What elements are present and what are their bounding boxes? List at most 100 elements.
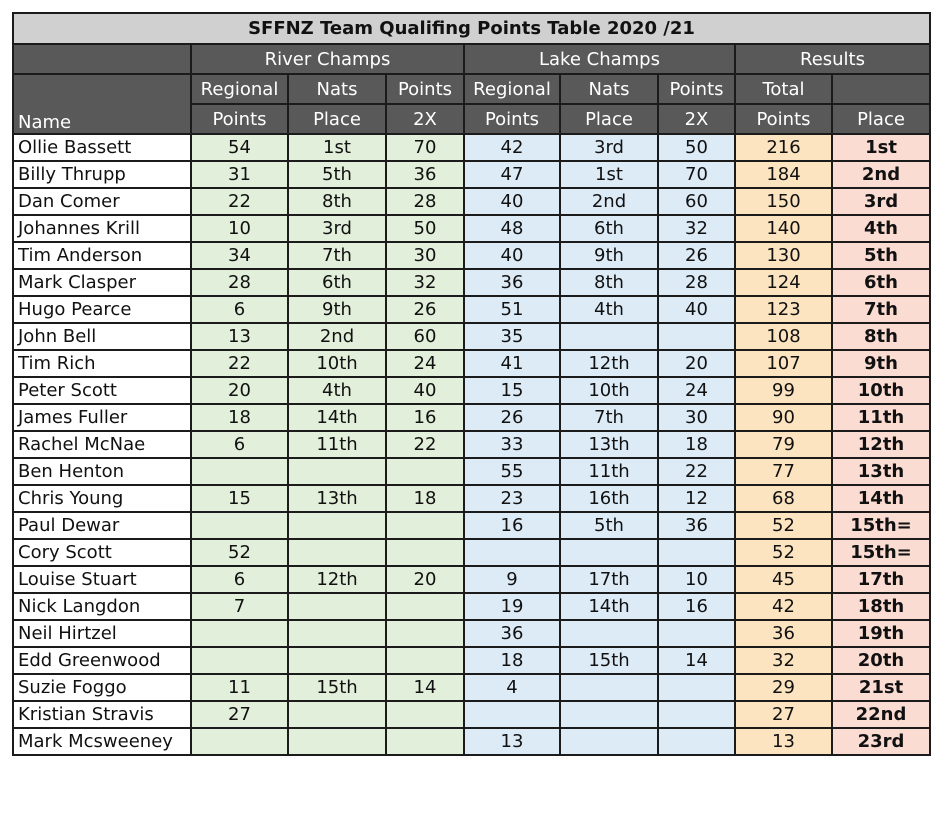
- cell-place: 18th: [831, 592, 931, 621]
- cell-river-regional-points: [190, 727, 289, 756]
- cell-river-regional-points: 27: [190, 700, 289, 729]
- cell-total-points: 68: [734, 484, 833, 513]
- cell-lake-nats-place: 1st: [559, 160, 659, 189]
- cell-river-nats-place: 10th: [287, 349, 387, 378]
- cell-river-regional-points: 11: [190, 673, 289, 702]
- cell-river-nats-place: 3rd: [287, 214, 387, 243]
- cell-river-points-2x: 22: [385, 430, 465, 459]
- cell-lake-nats-place: [559, 673, 659, 702]
- cell-place: 19th: [831, 619, 931, 648]
- cell-lake-points-2x: 16: [657, 592, 736, 621]
- cell-lake-points-2x: 22: [657, 457, 736, 486]
- cell-river-points-2x: [385, 511, 465, 540]
- cell-total-points: 52: [734, 511, 833, 540]
- cell-river-points-2x: 60: [385, 322, 465, 351]
- cell-place: 17th: [831, 565, 931, 594]
- cell-river-points-2x: [385, 619, 465, 648]
- cell-total-points: 13: [734, 727, 833, 756]
- cell-river-nats-place: [287, 619, 387, 648]
- cell-place: 15th=: [831, 511, 931, 540]
- cell-lake-regional-points: 36: [463, 619, 561, 648]
- cell-place: 15th=: [831, 538, 931, 567]
- cell-lake-regional-points: 13: [463, 727, 561, 756]
- cell-lake-regional-points: 18: [463, 646, 561, 675]
- cell-total-points: 216: [734, 133, 833, 162]
- cell-place: 7th: [831, 295, 931, 324]
- cell-lake-regional-points: 42: [463, 133, 561, 162]
- table-row: John Bell 13 2nd 60 35 108 8th: [12, 322, 931, 351]
- table-row: Billy Thrupp 31 5th 36 47 1st 70 184 2nd: [12, 160, 931, 189]
- cell-place: 1st: [831, 133, 931, 162]
- cell-lake-nats-place: 17th: [559, 565, 659, 594]
- cell-river-points-2x: 14: [385, 673, 465, 702]
- cell-river-points-2x: 20: [385, 565, 465, 594]
- cell-place: 21st: [831, 673, 931, 702]
- cell-place: 20th: [831, 646, 931, 675]
- cell-lake-regional-points: 55: [463, 457, 561, 486]
- table-row: Cory Scott 52 52 15th=: [12, 538, 931, 567]
- cell-lake-points-2x: [657, 727, 736, 756]
- cell-river-nats-place: [287, 457, 387, 486]
- column-header-river-points2x-line1: Points: [385, 73, 465, 105]
- cell-name: Peter Scott: [12, 376, 192, 405]
- cell-name: Ben Henton: [12, 457, 192, 486]
- cell-lake-nats-place: [559, 727, 659, 756]
- cell-river-nats-place: 15th: [287, 673, 387, 702]
- table-row: Peter Scott 20 4th 40 15 10th 24 99 10th: [12, 376, 931, 405]
- cell-name: Neil Hirtzel: [12, 619, 192, 648]
- cell-total-points: 184: [734, 160, 833, 189]
- cell-river-points-2x: 32: [385, 268, 465, 297]
- table-row: Nick Langdon 7 19 14th 16 42 18th: [12, 592, 931, 621]
- cell-river-points-2x: [385, 700, 465, 729]
- cell-river-regional-points: 18: [190, 403, 289, 432]
- table-row: Tim Anderson 34 7th 30 40 9th 26 130 5th: [12, 241, 931, 270]
- cell-lake-regional-points: 26: [463, 403, 561, 432]
- cell-lake-points-2x: [657, 673, 736, 702]
- column-header-name: Name: [12, 73, 192, 135]
- cell-lake-nats-place: 15th: [559, 646, 659, 675]
- column-header-total-line2: Points: [734, 103, 833, 135]
- cell-lake-regional-points: 19: [463, 592, 561, 621]
- cell-name: Paul Dewar: [12, 511, 192, 540]
- table-row: Paul Dewar 16 5th 36 52 15th=: [12, 511, 931, 540]
- cell-name: Rachel McNae: [12, 430, 192, 459]
- cell-river-points-2x: [385, 727, 465, 756]
- cell-river-nats-place: 4th: [287, 376, 387, 405]
- cell-name: Suzie Foggo: [12, 673, 192, 702]
- table-row: Suzie Foggo 11 15th 14 4 29 21st: [12, 673, 931, 702]
- cell-lake-points-2x: [657, 700, 736, 729]
- cell-lake-nats-place: [559, 322, 659, 351]
- cell-lake-nats-place: 3rd: [559, 133, 659, 162]
- cell-total-points: 124: [734, 268, 833, 297]
- cell-total-points: 107: [734, 349, 833, 378]
- qualifying-points-table: SFFNZ Team Qualifing Points Table 2020 /…: [12, 12, 931, 756]
- cell-river-nats-place: 5th: [287, 160, 387, 189]
- column-header-river-regional-line1: Regional: [190, 73, 289, 105]
- cell-river-nats-place: [287, 646, 387, 675]
- cell-place: 13th: [831, 457, 931, 486]
- cell-place: 6th: [831, 268, 931, 297]
- cell-river-nats-place: 13th: [287, 484, 387, 513]
- cell-name: Ollie Bassett: [12, 133, 192, 162]
- column-header-lake-points2x-line1: Points: [657, 73, 736, 105]
- cell-name: Edd Greenwood: [12, 646, 192, 675]
- cell-total-points: 36: [734, 619, 833, 648]
- cell-river-nats-place: 9th: [287, 295, 387, 324]
- cell-name: Nick Langdon: [12, 592, 192, 621]
- cell-river-regional-points: 7: [190, 592, 289, 621]
- cell-lake-nats-place: 9th: [559, 241, 659, 270]
- cell-total-points: 52: [734, 538, 833, 567]
- cell-lake-nats-place: 10th: [559, 376, 659, 405]
- cell-total-points: 32: [734, 646, 833, 675]
- cell-river-regional-points: [190, 619, 289, 648]
- cell-river-regional-points: 6: [190, 295, 289, 324]
- cell-river-points-2x: 70: [385, 133, 465, 162]
- cell-total-points: 123: [734, 295, 833, 324]
- cell-lake-nats-place: 14th: [559, 592, 659, 621]
- cell-lake-regional-points: 9: [463, 565, 561, 594]
- cell-total-points: 42: [734, 592, 833, 621]
- table-row: Tim Rich 22 10th 24 41 12th 20 107 9th: [12, 349, 931, 378]
- column-header-place-line1: [831, 73, 931, 105]
- cell-lake-points-2x: [657, 322, 736, 351]
- cell-river-regional-points: 54: [190, 133, 289, 162]
